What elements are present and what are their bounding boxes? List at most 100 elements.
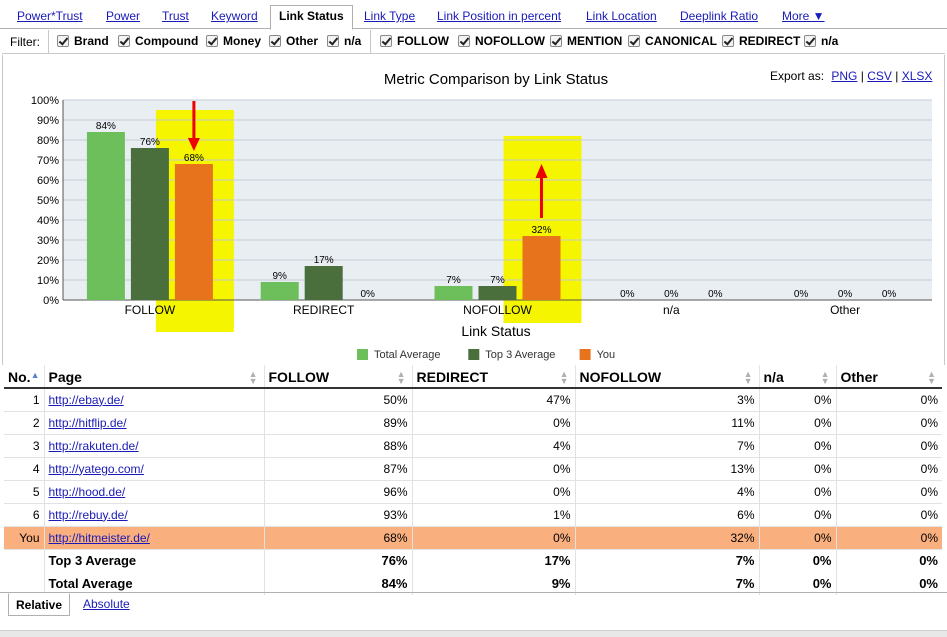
nofollow-cell: 3% — [574, 388, 759, 412]
arrowhead-icon — [187, 138, 200, 151]
page-cell: http://hitmeister.de/ — [43, 526, 264, 550]
y-tick-label: 40% — [37, 215, 59, 227]
na-cell: 0% — [758, 526, 836, 550]
filter-money-checkbox[interactable]: Money — [206, 34, 261, 48]
na-cell: 0% — [758, 572, 836, 595]
page-link[interactable]: http://ebay.de/ — [48, 392, 124, 407]
page-link[interactable]: http://hitflip.de/ — [48, 415, 127, 430]
y-tick-label: 0% — [43, 295, 59, 307]
page-link[interactable]: http://rebuy.de/ — [48, 507, 128, 522]
na-cell: 0% — [758, 503, 836, 527]
tab-absolute[interactable]: Absolute — [83, 597, 130, 611]
tab-deeplink-ratio[interactable]: Deeplink Ratio — [680, 9, 759, 23]
redirect-cell: 17% — [411, 549, 575, 572]
tab-power[interactable]: Power — [106, 9, 141, 23]
x-tick-label: REDIRECT — [293, 303, 355, 317]
tab-power-trust[interactable]: Power*Trust — [17, 9, 83, 23]
other-cell: 0% — [835, 434, 942, 458]
filter-mention-checkbox[interactable]: MENTION — [550, 34, 622, 48]
export-csv-link[interactable]: CSV — [867, 69, 892, 83]
column-header-page[interactable]: Page ▲ ▼ — [43, 365, 264, 389]
page-link[interactable]: http://yatego.com/ — [48, 461, 144, 476]
table-row: 1 http://ebay.de/ 50% 47% 3% 0% 0% — [4, 388, 942, 412]
tab-trust[interactable]: Trust — [162, 9, 189, 23]
export-png-link[interactable]: PNG — [831, 69, 858, 83]
bar — [304, 266, 343, 300]
filter-compound-checkbox[interactable]: Compound — [118, 34, 198, 48]
nofollow-cell: 11% — [574, 411, 759, 435]
tab-link-type[interactable]: Link Type — [364, 9, 416, 23]
tab-keyword[interactable]: Keyword — [211, 9, 258, 23]
sort-arrows-icon: ▲ ▼ — [927, 369, 936, 386]
data-label: 9% — [272, 271, 287, 282]
other-cell: 0% — [835, 549, 942, 572]
data-label: 68% — [184, 153, 204, 164]
filter-redirect-checkbox[interactable]: REDIRECT — [722, 34, 800, 48]
bar — [260, 282, 299, 300]
data-label: 0% — [664, 289, 679, 300]
tab-more-dropdown[interactable]: More ▼ — [782, 9, 825, 23]
summary-label: Top 3 Average — [43, 549, 264, 572]
x-tick-label: Other — [830, 303, 860, 317]
sort-arrows-icon: ▲ ▼ — [559, 369, 569, 386]
row-number — [4, 549, 44, 572]
row-number: 3 — [4, 434, 44, 458]
bar — [434, 286, 473, 300]
nofollow-cell: 6% — [574, 503, 759, 527]
tab-link-position[interactable]: Link Position in percent — [437, 9, 562, 23]
tab-relative[interactable]: Relative — [8, 593, 70, 616]
na-cell: 0% — [758, 434, 836, 458]
nofollow-cell: 7% — [574, 434, 759, 458]
legend-label: Total Average — [374, 349, 440, 361]
chart-panel — [2, 55, 945, 365]
data-label: 32% — [531, 225, 551, 236]
filter-na-status-checkbox[interactable]: n/a — [804, 34, 838, 48]
x-tick-label: NOFOLLOW — [463, 303, 532, 317]
horizontal-scrollbar[interactable] — [0, 630, 947, 637]
follow-cell: 93% — [263, 503, 412, 527]
filter-na-type-checkbox[interactable]: n/a — [327, 34, 361, 48]
data-label: 0% — [708, 289, 723, 300]
column-header-no[interactable]: No.▲ — [4, 365, 44, 389]
column-header-follow[interactable]: FOLLOW ▲ ▼ — [263, 365, 412, 389]
legend-label: Top 3 Average — [485, 349, 555, 361]
tab-link-status[interactable]: Link Status — [270, 5, 353, 30]
page-link[interactable]: http://hitmeister.de/ — [48, 530, 150, 545]
column-header-na[interactable]: n/a ▲ ▼ — [758, 365, 836, 389]
other-cell: 0% — [835, 503, 942, 527]
na-cell: 0% — [758, 388, 836, 412]
nofollow-cell: 7% — [574, 572, 759, 595]
sort-arrows-icon: ▲ ▼ — [820, 369, 830, 386]
redirect-cell: 4% — [411, 434, 575, 458]
filter-other-checkbox[interactable]: Other — [269, 34, 318, 48]
bar — [522, 236, 561, 300]
table-row-you: You http://hitmeister.de/ 68% 0% 32% 0% … — [4, 526, 942, 550]
column-header-nofollow[interactable]: NOFOLLOW ▲ ▼ — [574, 365, 759, 389]
data-label: 84% — [96, 121, 116, 132]
column-header-redirect[interactable]: REDIRECT ▲ ▼ — [411, 365, 575, 389]
export-xlsx-link[interactable]: XLSX — [901, 69, 933, 83]
follow-cell: 84% — [263, 572, 412, 595]
checkbox-checked-icon — [628, 35, 640, 47]
filter-follow-checkbox[interactable]: FOLLOW — [380, 34, 449, 48]
tab-bar: Power*Trust Power Trust Keyword Link Sta… — [0, 0, 947, 30]
page-link[interactable]: http://rakuten.de/ — [48, 438, 139, 453]
redirect-cell: 0% — [411, 480, 575, 504]
export-links: Export as: PNG | CSV | XLSX — [770, 69, 932, 83]
data-label: 0% — [794, 289, 809, 300]
y-tick-label: 10% — [37, 275, 59, 287]
tab-link-location[interactable]: Link Location — [586, 9, 657, 23]
filter-nofollow-checkbox[interactable]: NOFOLLOW — [458, 34, 545, 48]
summary-row-total: Total Average 84% 9% 7% 0% 0% — [4, 572, 942, 595]
column-header-other[interactable]: Other ▲ ▼ — [835, 365, 942, 389]
legend-swatch — [579, 349, 591, 360]
data-label: 0% — [360, 289, 375, 300]
filter-brand-checkbox[interactable]: Brand — [57, 34, 109, 48]
filter-canonical-checkbox[interactable]: CANONICAL — [628, 34, 717, 48]
page-cell: http://ebay.de/ — [43, 388, 264, 412]
sort-arrows-icon: ▲ ▼ — [743, 369, 753, 386]
page-cell: http://rakuten.de/ — [43, 434, 264, 458]
na-cell: 0% — [758, 480, 836, 504]
redirect-cell: 1% — [411, 503, 575, 527]
page-link[interactable]: http://hood.de/ — [48, 484, 126, 499]
